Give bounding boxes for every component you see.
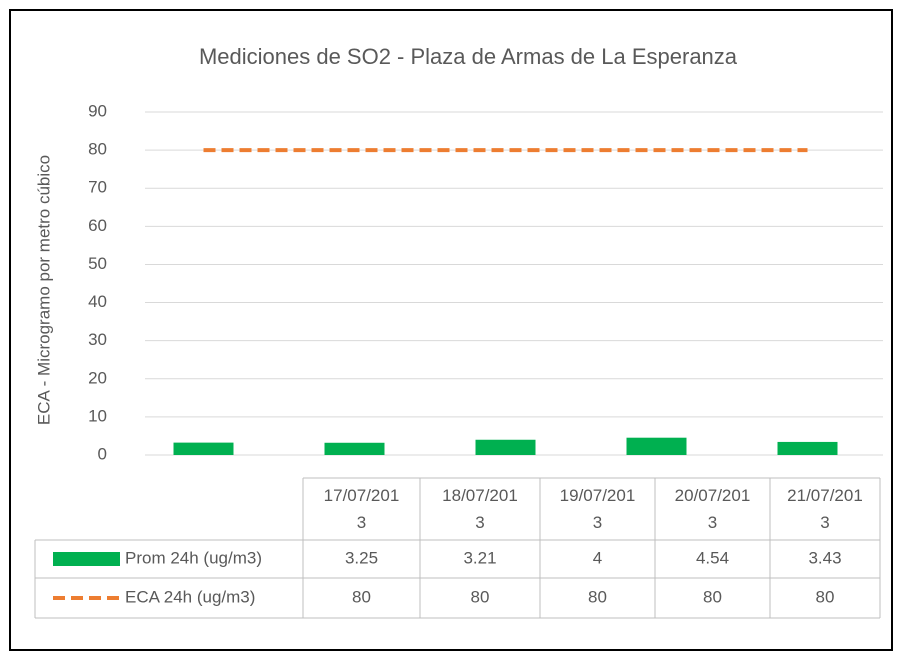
x-tick-label: 21/07/201 3 [787, 486, 863, 532]
table-value: 80 [703, 587, 722, 606]
bar [173, 442, 234, 455]
table-value: 80 [471, 587, 490, 606]
y-tick-label: 60 [88, 216, 107, 235]
bar [777, 441, 838, 455]
table-value: 3.21 [463, 548, 496, 567]
legend-label: Prom 24h (ug/m3) [125, 548, 262, 567]
x-tick-label: 18/07/201 3 [442, 486, 518, 532]
y-tick-label: 70 [88, 178, 107, 197]
y-axis-label: ECA - Microgramo por metro cúbico [34, 155, 53, 425]
table-value: 3.25 [345, 548, 378, 567]
x-tick-label: 17/07/201 3 [324, 486, 400, 532]
x-tick-label: 19/07/201 3 [560, 486, 636, 532]
table-value: 80 [352, 587, 371, 606]
table-value: 3.43 [808, 548, 841, 567]
chart-title: Mediciones de SO2 - Plaza de Armas de La… [199, 44, 738, 69]
bar [626, 437, 687, 455]
table-value: 80 [816, 587, 835, 606]
y-tick-label: 20 [88, 368, 107, 387]
legend-swatch [53, 552, 120, 566]
bar [475, 439, 536, 455]
table-value: 80 [588, 587, 607, 606]
y-tick-label: 10 [88, 406, 107, 425]
bar [324, 442, 385, 455]
table-value: 4 [593, 548, 602, 567]
legend-label: ECA 24h (ug/m3) [125, 587, 255, 606]
x-tick-label: 20/07/201 3 [675, 486, 751, 532]
y-tick-label: 90 [88, 101, 107, 120]
chart-frame [9, 9, 893, 651]
y-tick-label: 80 [88, 140, 107, 159]
y-tick-label: 40 [88, 292, 107, 311]
y-tick-label: 50 [88, 254, 107, 273]
table-value: 4.54 [696, 548, 729, 567]
y-tick-label: 0 [98, 444, 107, 463]
y-tick-label: 30 [88, 330, 107, 349]
